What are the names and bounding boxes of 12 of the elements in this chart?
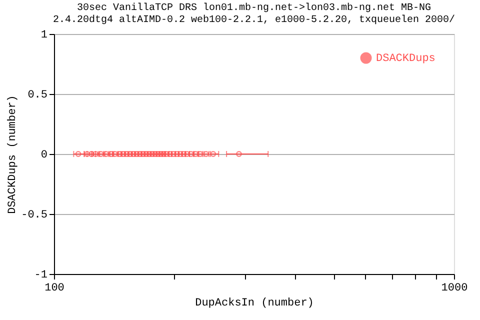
text: 30sec VanillaTCP DRS lon01.mb-ng.net->lon03.mb-ng.net MB-NG (76, 3, 432, 14)
text: 2.4.20dtg4 altAIMD-0.2 web100-2.2.1, e1000-5.2.20, txqueuelen 2000/ (52, 15, 456, 26)
legend-label: DSACKDups (376, 53, 436, 65)
x-axis-title: DupAcksIn (number) (195, 298, 314, 310)
y-tick-label: 0 (40, 150, 48, 162)
x-tick-label: 1000 (441, 282, 468, 294)
y-tick-label: 1 (40, 30, 48, 42)
y-tick-label: -1 (34, 270, 48, 282)
y-tick-label: 0.5 (28, 90, 48, 102)
x-tick-label: 100 (44, 282, 64, 294)
y-tick-label: -0.5 (21, 210, 48, 222)
y-axis-title: DSACKDups (number) (7, 95, 20, 214)
